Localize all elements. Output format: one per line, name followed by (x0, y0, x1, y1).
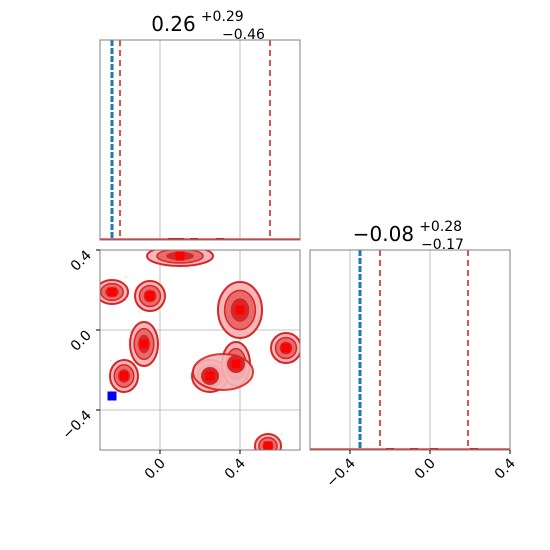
joint-sample-dot (109, 360, 112, 362)
hist-param1-title: 0.26 +0.29 −0.46 (151, 6, 265, 43)
hist-param2-bin (386, 448, 394, 450)
joint-frame (99, 249, 301, 451)
joint-sample-dot (265, 454, 267, 456)
hist-param2-marks (310, 250, 510, 450)
hist-param1-marks (100, 40, 300, 240)
hist-param2-title: −0.08 +0.28 −0.17 (353, 216, 467, 253)
hist-param1-bin (168, 238, 176, 240)
joint-sample-dot (188, 244, 190, 246)
hist-param1-grid (159, 40, 241, 240)
hist-param1-frame (99, 39, 301, 241)
param2-title-base: −0.08 (353, 222, 414, 246)
hist-param2-frame (309, 249, 511, 451)
param1-title-base: 0.26 (151, 12, 196, 36)
joint-sample-dot (280, 433, 283, 436)
hist-param2-bin (430, 448, 438, 450)
joint-data-point (231, 359, 241, 369)
joint-sample-dot (173, 246, 175, 248)
joint-marks (96, 244, 300, 462)
joint-sample-dot (125, 276, 127, 278)
joint-data-point (107, 287, 117, 297)
joint-sample-dot (274, 362, 277, 364)
param1-title-lower: −0.46 (222, 27, 265, 43)
param2-title-lower: −0.17 (421, 237, 464, 253)
joint-data-point (263, 441, 273, 450)
hist-param1-panel: 0.26 +0.29 −0.46 (99, 6, 301, 241)
joint-sample-dot (97, 301, 99, 303)
joint-x-ticks: 0.0 0.4 (142, 450, 249, 483)
hist-param2-grid (349, 250, 510, 450)
joint-sample-dot (110, 389, 112, 392)
joint-data-point (119, 371, 129, 381)
joint-data-point (281, 343, 291, 353)
hist-param1-bin (190, 238, 198, 240)
joint-sample-dot (277, 362, 280, 365)
hist-param1-bin (176, 238, 184, 240)
joint-sample-dot (129, 331, 132, 333)
joint-sample-dot (96, 290, 98, 292)
hist-param2-x-tick-label: 0.4 (492, 455, 519, 482)
hist-param2-background (310, 250, 510, 450)
joint-data-point (205, 371, 215, 381)
hist-param2-x-tick-label: 0.0 (412, 456, 439, 483)
param2-title-upper: +0.28 (419, 219, 462, 235)
joint-panel: 0.0 0.4 −0.4 0.0 0.4 (59, 244, 301, 483)
joint-sample-dot (272, 456, 274, 458)
joint-data-point (139, 339, 149, 349)
joint-data-point (235, 305, 245, 315)
joint-y-tick-label: 0.0 (68, 328, 95, 355)
hist-param1-background (100, 40, 300, 240)
hist-param2-panel: −0.4 0.0 0.4 −0.08 +0.28 −0.17 (309, 216, 519, 491)
joint-data-point (175, 251, 185, 261)
joint-truth-point (107, 391, 117, 401)
hist-param2-bin (410, 448, 418, 450)
joint-data-point (145, 291, 155, 301)
joint-sample-dot (268, 460, 270, 462)
joint-x-tick-label: 0.0 (142, 456, 169, 483)
joint-y-ticks: −0.4 0.0 0.4 (59, 247, 100, 443)
joint-x-tick-label: 0.4 (222, 455, 249, 482)
hist-param1-bin (216, 238, 224, 240)
joint-y-tick-label: 0.4 (68, 247, 95, 274)
hist-param2-bin (470, 448, 478, 450)
hist-param2-x-tick-label: −0.4 (323, 455, 358, 490)
joint-y-tick-label: −0.4 (59, 407, 94, 442)
joint-sample-dot (186, 266, 189, 269)
hist-param2-x-ticks: −0.4 0.0 0.4 (323, 450, 519, 491)
param1-title-upper: +0.29 (201, 9, 244, 25)
joint-sample-dot (138, 311, 141, 313)
joint-sample-dot (108, 382, 111, 384)
